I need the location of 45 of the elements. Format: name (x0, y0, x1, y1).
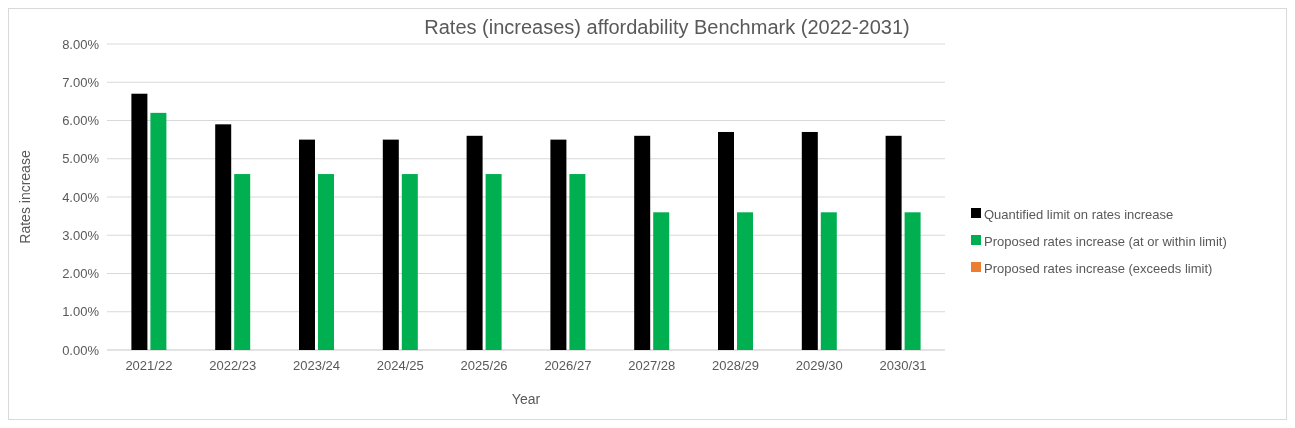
x-tick-label: 2024/25 (376, 358, 424, 373)
bar (466, 135, 483, 350)
bar (215, 124, 232, 350)
y-tick-label: 7.00% (62, 74, 100, 90)
bar (718, 131, 734, 350)
legend-label: Quantified limit on rates increase (984, 206, 1174, 222)
bar (401, 174, 418, 350)
bar (801, 131, 818, 350)
x-tick-label: 2025/26 (460, 358, 508, 373)
y-tick-label: 1.00% (62, 304, 100, 320)
bar (299, 139, 315, 350)
x-tick-label: 2027/28 (628, 358, 676, 373)
y-tick-label: 0.00% (62, 342, 100, 358)
y-tick-label: 5.00% (62, 151, 100, 167)
y-tick-label: 4.00% (62, 189, 100, 205)
y-tick-label: 2.00% (62, 266, 100, 282)
bar (904, 212, 921, 350)
bar (318, 174, 334, 350)
bar (885, 135, 902, 350)
legend-label: Proposed rates increase (at or within limit) (984, 233, 1227, 249)
y-axis-title: Rates increase (17, 150, 33, 244)
x-tick-label: 2028/29 (712, 358, 759, 373)
bar (485, 174, 502, 350)
bar (234, 174, 251, 350)
y-tick-label: 3.00% (62, 227, 100, 243)
x-tick-label: 2029/30 (795, 358, 843, 373)
x-axis-title: Year (511, 391, 541, 407)
bar (653, 212, 670, 350)
bar (634, 135, 651, 350)
bar (550, 139, 567, 350)
y-tick-label: 8.00% (62, 36, 100, 52)
x-tick-label: 2022/23 (209, 358, 257, 373)
bar (820, 212, 837, 350)
legend-label: Proposed rates increase (exceeds limit) (984, 260, 1213, 276)
bar (150, 112, 167, 350)
x-tick-label: 2030/31 (879, 358, 927, 373)
bar (737, 212, 753, 350)
bar (569, 174, 586, 350)
x-tick-label: 2023/24 (293, 358, 340, 373)
x-tick-label: 2021/22 (125, 358, 173, 373)
bar (131, 93, 148, 350)
bar (382, 139, 399, 350)
chart-title: Rates (increases) affordability Benchmark (2022-2031) (424, 16, 910, 38)
x-tick-label: 2026/27 (544, 358, 592, 373)
y-tick-label: 6.00% (62, 113, 100, 129)
